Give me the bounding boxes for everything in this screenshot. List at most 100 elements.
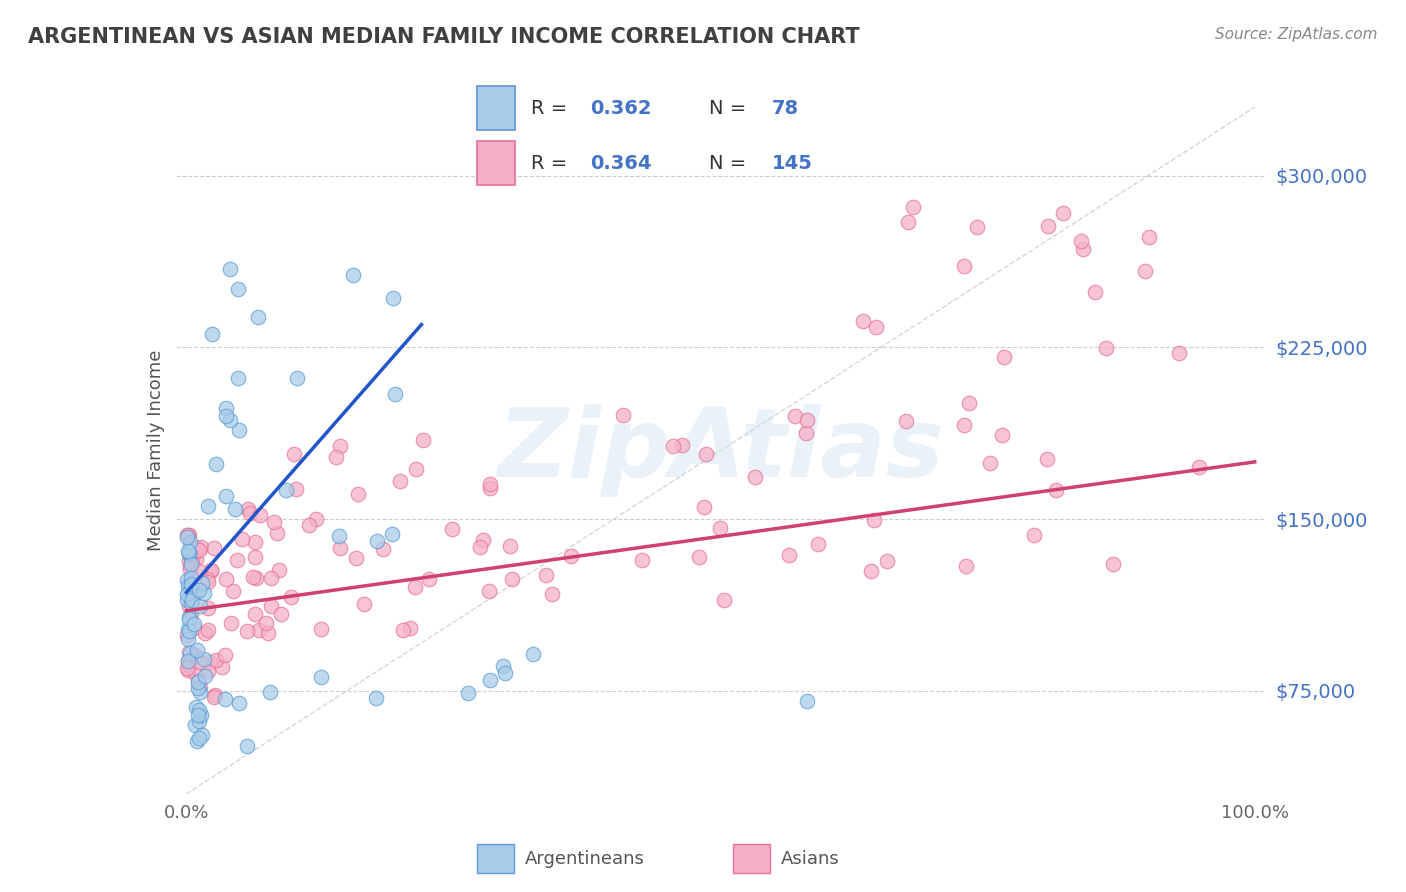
Point [478,584,501,599]
Point [176,573,198,587]
Point [215,572,238,586]
Point [661,439,683,453]
Text: R =: R = [531,154,574,173]
Point [188,684,211,698]
Point [796,694,818,708]
Point [1036,219,1059,234]
Point [479,673,502,687]
Point [177,612,200,626]
Point [1137,230,1160,244]
Point [366,533,388,548]
Point [183,622,205,636]
Point [1168,346,1191,360]
Point [195,572,218,586]
Text: N =: N = [709,154,752,173]
Point [188,714,211,728]
Text: Argentineans: Argentineans [524,849,644,868]
Point [179,544,201,558]
Point [381,526,404,541]
Point [494,665,516,680]
Point [214,692,236,706]
Point [247,623,270,637]
Point [184,551,207,566]
Point [184,667,207,681]
Point [179,657,201,672]
Point [186,642,208,657]
Y-axis label: Median Family Income: Median Family Income [146,350,165,551]
Point [243,534,266,549]
Point [197,600,219,615]
Point [188,542,211,557]
Point [297,517,319,532]
Point [176,632,198,647]
Point [894,414,917,428]
Point [202,690,225,705]
Point [186,544,208,558]
Point [194,669,217,683]
Point [794,426,817,441]
Point [807,537,830,551]
Point [1045,483,1067,498]
Point [204,688,226,702]
Point [242,570,264,584]
Point [470,540,492,554]
Point [219,262,242,277]
Point [865,320,887,334]
Point [215,489,238,503]
Point [198,656,221,670]
Point [859,564,882,578]
Point [188,703,211,717]
Point [228,423,250,437]
Point [257,626,280,640]
Point [688,549,710,564]
Point [184,585,207,599]
Point [957,396,980,410]
Point [200,563,222,577]
Point [176,628,198,642]
Text: 145: 145 [772,154,813,173]
Point [709,521,731,535]
Text: 0.362: 0.362 [591,99,652,118]
Point [176,593,198,607]
Point [862,513,884,527]
Point [405,461,427,475]
Point [534,568,557,582]
Point [177,528,200,542]
Point [499,540,522,554]
Point [188,679,211,693]
Point [176,528,198,542]
Point [193,586,215,600]
Point [953,259,976,273]
Point [179,624,201,639]
Text: ZipAtlas: ZipAtlas [498,404,943,497]
Point [412,433,434,447]
Point [186,733,208,747]
Point [187,708,209,723]
Point [191,576,214,591]
Point [197,499,219,513]
Point [188,599,211,614]
Point [979,456,1001,470]
Point [219,413,242,427]
Point [191,728,214,742]
Point [1188,459,1211,474]
Point [671,438,693,452]
Point [243,607,266,621]
Bar [477,141,515,185]
Point [695,447,717,461]
Point [309,623,332,637]
Point [267,563,290,577]
Point [197,575,219,590]
Point [399,621,422,635]
Point [188,731,211,746]
Point [260,599,283,614]
Point [228,696,250,710]
Point [966,219,988,234]
Point [540,587,562,601]
Point [270,607,292,622]
Point [492,659,515,673]
Bar [733,844,770,873]
Point [785,409,807,423]
Point [457,686,479,700]
Point [612,409,634,423]
